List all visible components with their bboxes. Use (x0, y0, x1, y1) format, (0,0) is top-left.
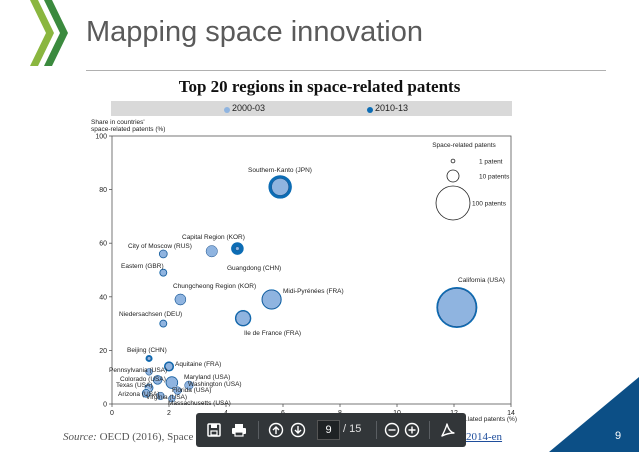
bubble-2000 (173, 386, 182, 395)
bubble-2000 (145, 368, 153, 376)
x-tick-label: 14 (507, 410, 515, 417)
size-legend-circle (446, 169, 460, 183)
bubble-2000 (142, 389, 151, 398)
bubble-2000 (164, 362, 174, 371)
bubble-2000 (271, 178, 289, 196)
point-label: Maryland (USA) (184, 374, 230, 381)
point-label: Beijing (CHN) (127, 347, 167, 354)
y-tick-label: 60 (99, 241, 107, 248)
y-tick-label: 20 (99, 348, 107, 355)
size-legend-circle (435, 185, 471, 221)
bubble-2000 (235, 246, 240, 251)
title-divider (86, 70, 606, 71)
bubble-2000 (174, 293, 187, 306)
chart-title: Top 20 regions in space-related patents (178, 77, 461, 96)
point-label: Capital Region (KOR) (182, 234, 245, 241)
bubble-2000 (159, 320, 167, 328)
point-label: Midi-Pyrénées (FRA) (283, 288, 344, 295)
point-label: Massachusetts (USA) (168, 400, 231, 407)
bubble-2000 (205, 245, 218, 258)
plot-frame (111, 135, 512, 405)
legend-dot-2000 (224, 107, 230, 113)
bubble-2000 (184, 380, 194, 390)
zoom-out-icon[interactable] (382, 420, 402, 440)
bubble-2000 (153, 375, 163, 385)
toolbar-separator (429, 421, 430, 439)
y-tick-label: 100 (95, 134, 107, 141)
point-label: Aquitaine (FRA) (175, 361, 221, 368)
point-label: Ile de France (FRA) (244, 330, 301, 337)
legend-dot-2010 (367, 107, 373, 113)
size-legend-label: 1 patent (479, 159, 503, 166)
size-legend-circle (450, 158, 456, 164)
source-link[interactable]: 2014-en (466, 431, 503, 443)
point-label: Niedersachsen (DEU) (119, 311, 182, 318)
toolbar-separator (258, 421, 259, 439)
pdf-icon[interactable] (438, 420, 458, 440)
point-label: City of Moscow (RUS) (128, 243, 192, 250)
arrow-down-icon[interactable] (288, 420, 308, 440)
point-label: Guangdong (CHN) (227, 265, 281, 272)
point-label: Colorado (USA) (120, 376, 166, 383)
page-number-input[interactable]: 9 (317, 420, 340, 440)
source-note: Source: OECD (2016), Space (63, 431, 193, 443)
point-label: Arizona (USA) (118, 391, 160, 398)
bubble-2000 (156, 391, 165, 401)
x-tick-label: 2 (167, 410, 171, 417)
bubble-2000 (168, 395, 176, 403)
point-label: Texas (USA) (116, 382, 152, 389)
y-axis-label: space-related patents (%) (91, 126, 165, 133)
point-label: Chungcheong Region (KOR) (173, 283, 256, 290)
corner-triangle (549, 377, 639, 452)
print-icon[interactable] (229, 420, 249, 440)
page-number: 9 (615, 430, 622, 442)
point-label: Washington (USA) (188, 381, 242, 388)
point-label: Southern-Kanto (JPN) (248, 167, 312, 174)
legend-label-2010: 2010-13 (375, 103, 409, 113)
bubble-2000 (159, 269, 167, 277)
point-label: Virginia (USA) (146, 394, 187, 401)
size-legend-title: Space-related patents (432, 142, 496, 149)
y-tick-label: 80 (99, 187, 107, 194)
bubble-2000 (146, 356, 152, 361)
bubble-2000 (235, 310, 251, 326)
point-label: Pennsylvania (USA) (109, 367, 167, 374)
x-axis-label: ...lated patents (%) (462, 416, 517, 423)
size-legend-label: 100 patents (472, 201, 507, 208)
y-tick-label: 0 (103, 402, 107, 409)
point-label: Eastern (GBR) (121, 263, 164, 270)
series-legend-band (111, 101, 512, 116)
oecd-logo-icon (30, 0, 68, 66)
toolbar-separator (376, 421, 377, 439)
source-label: Source: (63, 431, 97, 443)
y-axis-label: Share in countries' (91, 119, 145, 126)
legend-label-2000: 2000-03 (232, 103, 266, 113)
bubble-2000 (262, 289, 282, 310)
point-label: California (USA) (458, 277, 505, 284)
save-icon[interactable] (204, 420, 224, 440)
bubble-2000 (437, 288, 477, 327)
pdf-viewer-toolbar: 9 / 15 (196, 413, 466, 447)
page-total: / 15 (343, 423, 362, 435)
y-tick-label: 40 (99, 294, 107, 301)
point-label: Florida (USA) (172, 387, 211, 394)
slide-title: Mapping space innovation (86, 16, 423, 48)
source-text: OECD (2016), Space (99, 431, 194, 443)
zoom-in-icon[interactable] (402, 420, 422, 440)
bubble-2000 (159, 249, 168, 258)
x-tick-label: 0 (110, 410, 114, 417)
arrow-up-icon[interactable] (266, 420, 286, 440)
size-legend-label: 10 patents (479, 174, 510, 181)
bubble-2000 (165, 376, 178, 389)
